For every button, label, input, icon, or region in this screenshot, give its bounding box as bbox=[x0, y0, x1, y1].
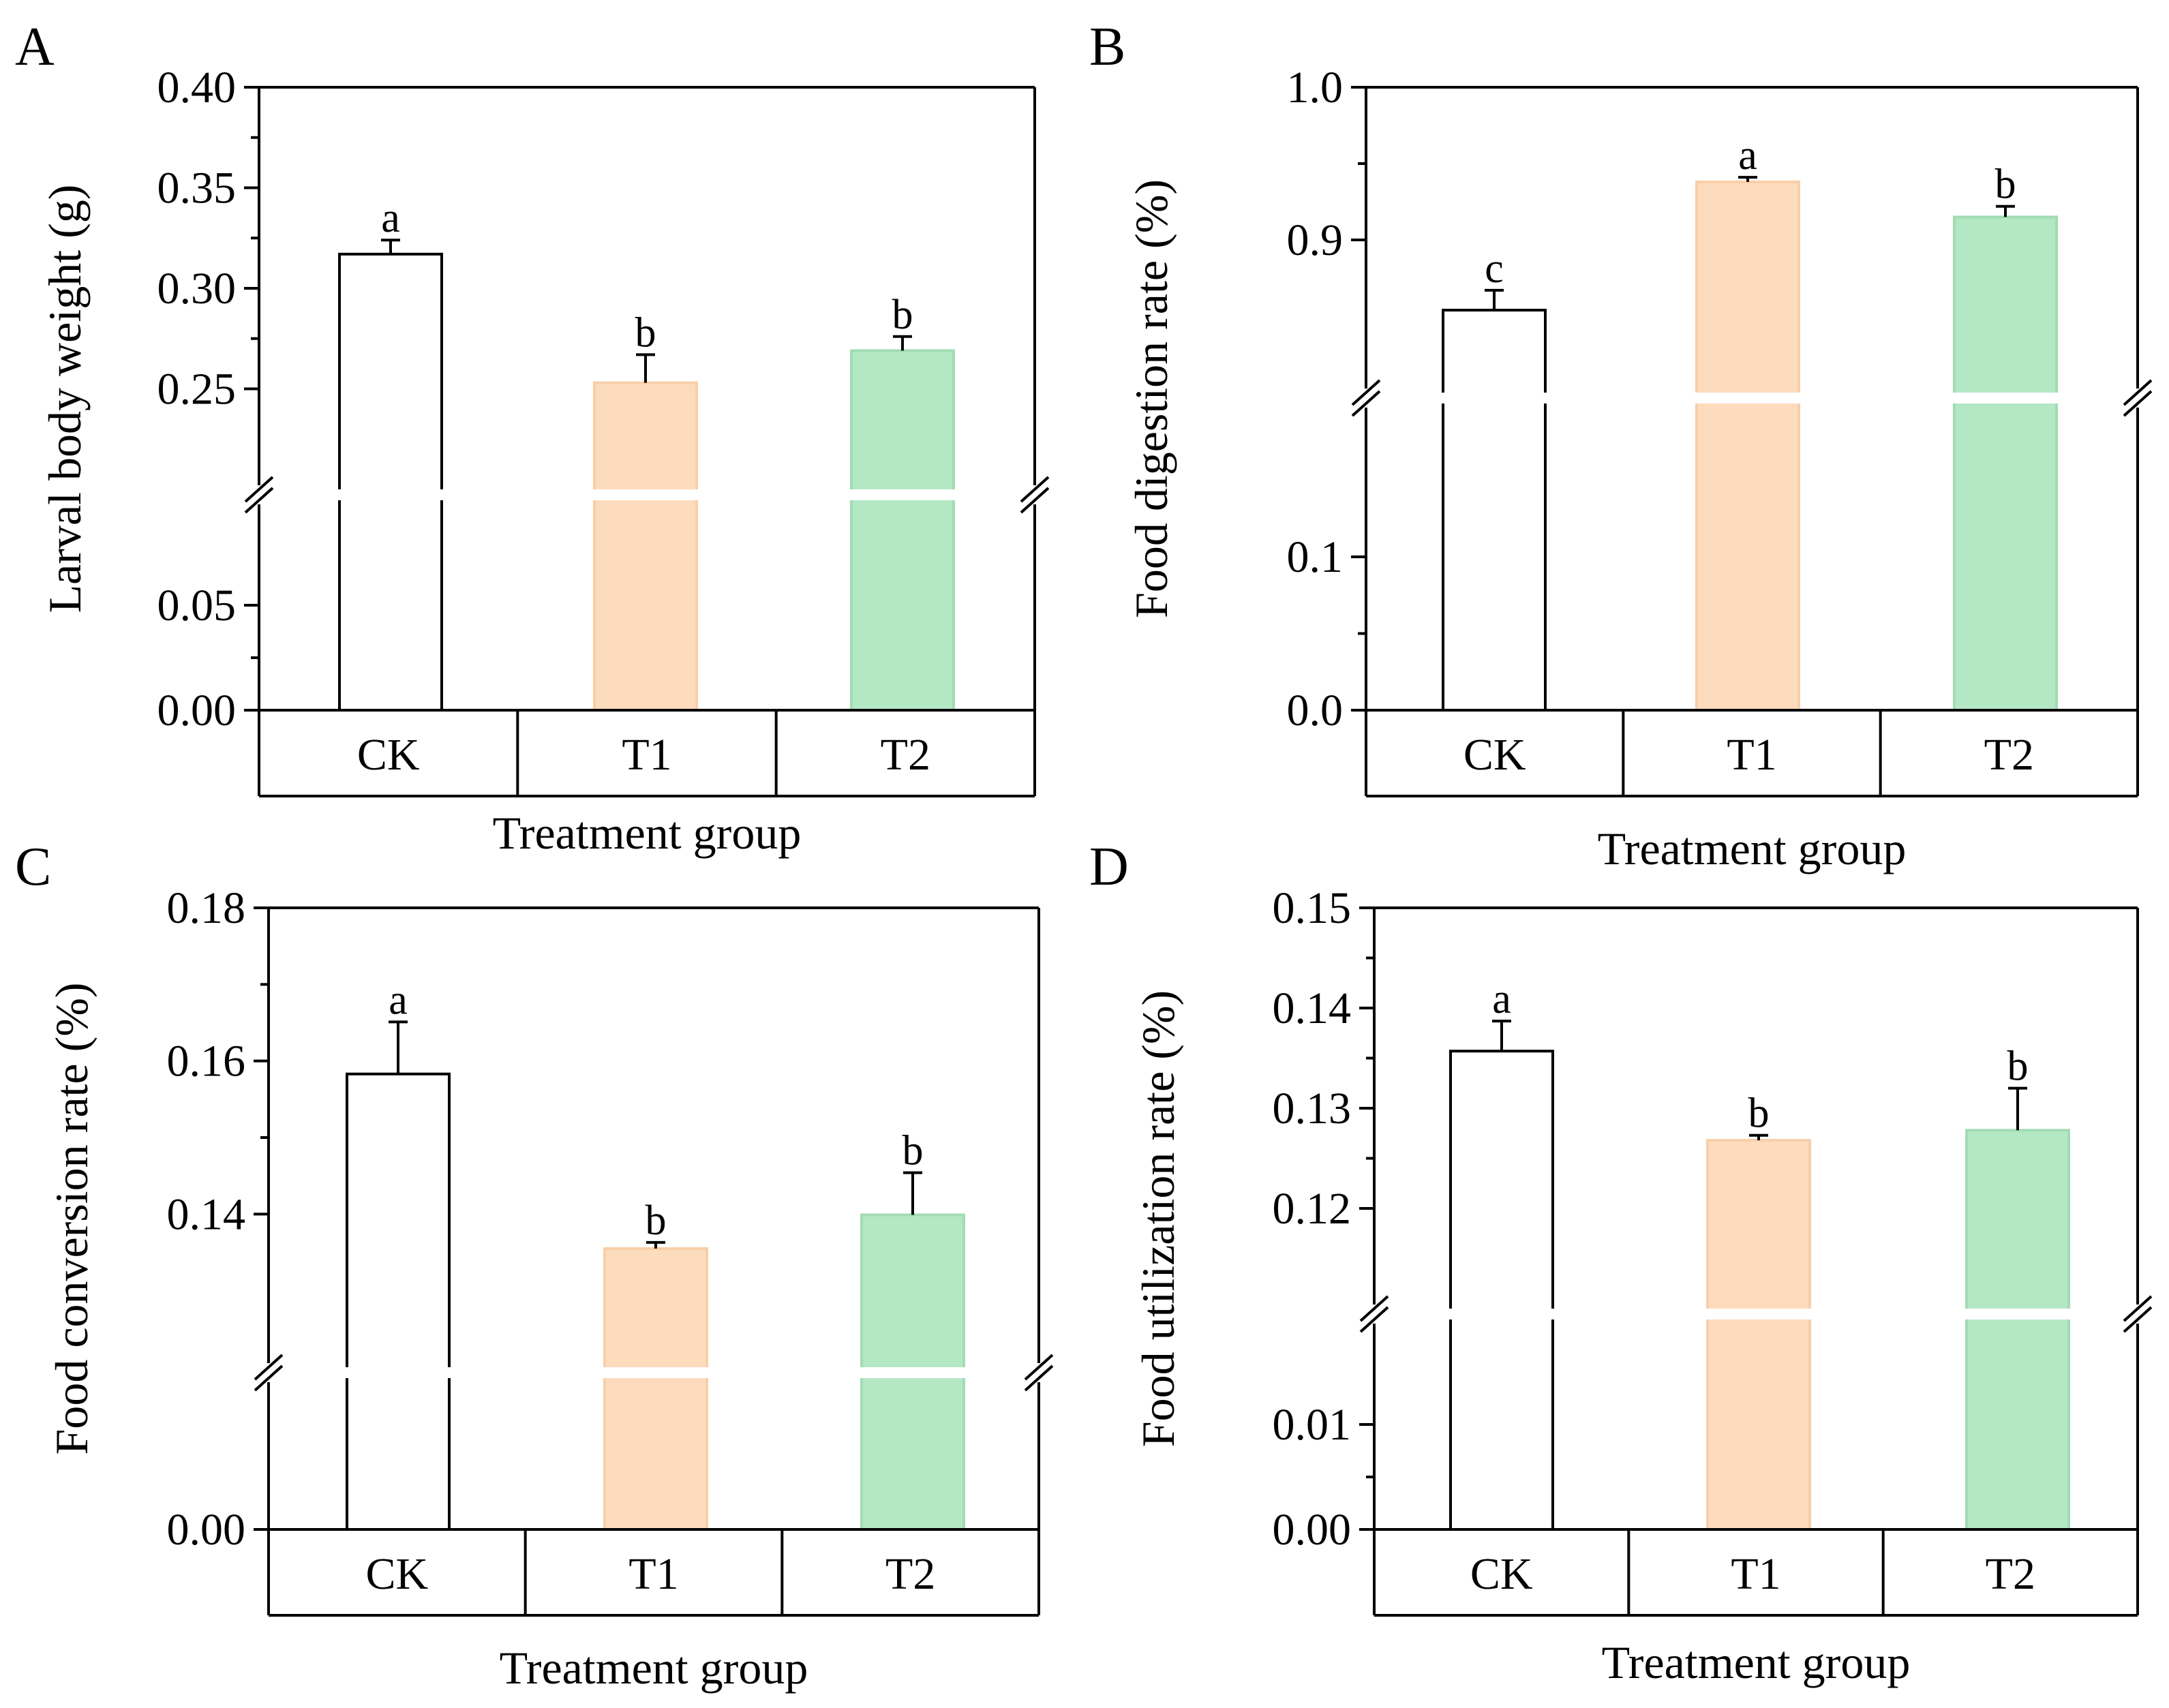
axis-break-right bbox=[1020, 487, 1050, 514]
bar-t1 bbox=[593, 381, 698, 712]
axis-break-right bbox=[1024, 1354, 1054, 1381]
significance-letter: a bbox=[1738, 132, 1757, 179]
bar-ck bbox=[346, 1072, 451, 1531]
category-label-t2: T2 bbox=[1984, 730, 2034, 780]
significance-letter: a bbox=[381, 195, 400, 241]
y-tick-label: 0.12 bbox=[1273, 1184, 1352, 1234]
category-label-ck: CK bbox=[357, 730, 420, 780]
axis-break-left bbox=[1351, 379, 1381, 406]
y-tick-label: 0.00 bbox=[167, 1505, 246, 1555]
y-tick-label: 0.16 bbox=[167, 1037, 246, 1086]
category-label-ck: CK bbox=[1463, 730, 1526, 780]
y-tick-label: 0.14 bbox=[167, 1189, 246, 1239]
bar-t1 bbox=[1706, 1139, 1811, 1531]
y-tick-label: 0.9 bbox=[1287, 215, 1344, 265]
bar-t2 bbox=[1965, 1129, 2070, 1531]
significance-letter: b bbox=[646, 1198, 667, 1244]
significance-letter: b bbox=[635, 309, 656, 356]
axis-break-right bbox=[2123, 1306, 2153, 1333]
axis-break-left bbox=[254, 1364, 284, 1392]
y-tick-label: 0.13 bbox=[1273, 1084, 1352, 1133]
bar-ck bbox=[1442, 309, 1547, 712]
axis-break-left bbox=[254, 1354, 284, 1381]
panel-label: A bbox=[15, 17, 55, 77]
axis-break-left bbox=[244, 476, 274, 503]
category-label-ck: CK bbox=[1470, 1549, 1533, 1599]
panel-a: Aa b b CK T1 T2 0.00 0.05 0.25 0.30 0.35 0.40 Treatm… bbox=[15, 17, 1050, 859]
significance-letter: b bbox=[1995, 162, 2016, 208]
significance-letter: c bbox=[1485, 245, 1504, 292]
category-label-t1: T1 bbox=[1731, 1549, 1780, 1599]
bar-t2 bbox=[1953, 215, 2058, 712]
panel-label: C bbox=[15, 837, 51, 897]
category-label-t2: T2 bbox=[1986, 1549, 2035, 1599]
bar-ck bbox=[1449, 1050, 1554, 1531]
x-axis-title: Treatment group bbox=[500, 1642, 808, 1694]
y-tick-label: 0.01 bbox=[1273, 1400, 1352, 1450]
category-label-t2: T2 bbox=[885, 1549, 935, 1599]
bar-t1 bbox=[1695, 180, 1800, 712]
axis-break-right bbox=[2123, 1295, 2153, 1322]
significance-letter: b bbox=[892, 292, 913, 338]
panel-label: D bbox=[1089, 837, 1129, 897]
category-label-t1: T1 bbox=[1727, 730, 1776, 780]
y-tick-label: 0.40 bbox=[157, 63, 237, 112]
y-axis-title: Food conversion rate (%) bbox=[46, 982, 97, 1454]
y-tick-label: 0.25 bbox=[157, 365, 237, 414]
y-tick-label: 0.18 bbox=[167, 883, 246, 933]
significance-letter: b bbox=[1748, 1091, 1770, 1137]
axis-break-right bbox=[1024, 1364, 1054, 1392]
y-axis-title: Larval body weight (g) bbox=[39, 185, 91, 613]
x-axis-title: Treatment group bbox=[1602, 1636, 1911, 1688]
y-tick-label: 0.1 bbox=[1287, 532, 1344, 582]
y-tick-label: 0.30 bbox=[157, 264, 237, 314]
x-axis-title: Treatment group bbox=[493, 807, 802, 859]
significance-letter: a bbox=[389, 977, 408, 1023]
axis-break-left bbox=[1359, 1306, 1389, 1333]
y-tick-label: 0.05 bbox=[157, 581, 237, 630]
category-label-t1: T1 bbox=[622, 730, 671, 780]
panel-c: Ca b b CK T1 T2 0.00 0.14 0.16 0.18 Treatment grou… bbox=[15, 837, 1054, 1694]
axis-break-right bbox=[1020, 476, 1050, 503]
y-tick-label: 0.0 bbox=[1287, 686, 1344, 735]
y-tick-label: 0.00 bbox=[157, 686, 237, 735]
bar-t1 bbox=[603, 1247, 708, 1531]
y-axis-title: Food utilization rate (%) bbox=[1132, 990, 1184, 1447]
bar-ck bbox=[338, 252, 443, 712]
panel-d: Da b b CK T1 T2 0.00 0.01 0.12 0.13 0.14 0.15 Treatm… bbox=[1089, 837, 2153, 1688]
y-tick-label: 0.15 bbox=[1273, 883, 1352, 933]
x-axis-title: Treatment group bbox=[1598, 823, 1907, 874]
category-label-t1: T1 bbox=[628, 1549, 678, 1599]
significance-letter: b bbox=[903, 1128, 924, 1174]
panel-b: Bc a b CK T1 T2 0.0 0.1 0.9 1.0 Treatment group Foo… bbox=[1089, 17, 2153, 874]
axis-break-left bbox=[1359, 1295, 1389, 1322]
axis-break-right bbox=[2123, 390, 2153, 417]
category-label-ck: CK bbox=[365, 1549, 428, 1599]
y-tick-label: 0.00 bbox=[1273, 1505, 1352, 1555]
y-tick-label: 0.35 bbox=[157, 164, 237, 213]
significance-letter: a bbox=[1492, 976, 1511, 1022]
significance-letter: b bbox=[2007, 1043, 2029, 1090]
axis-break-left bbox=[1351, 390, 1381, 417]
category-label-t2: T2 bbox=[881, 730, 930, 780]
y-axis-title: Food digestion rate (%) bbox=[1125, 179, 1177, 618]
axis-break-right bbox=[2123, 379, 2153, 406]
axis-break-left bbox=[244, 487, 274, 514]
panel-label: B bbox=[1089, 17, 1125, 77]
bar-t2 bbox=[850, 349, 955, 712]
y-tick-label: 0.14 bbox=[1273, 983, 1352, 1033]
y-tick-label: 1.0 bbox=[1287, 63, 1344, 112]
